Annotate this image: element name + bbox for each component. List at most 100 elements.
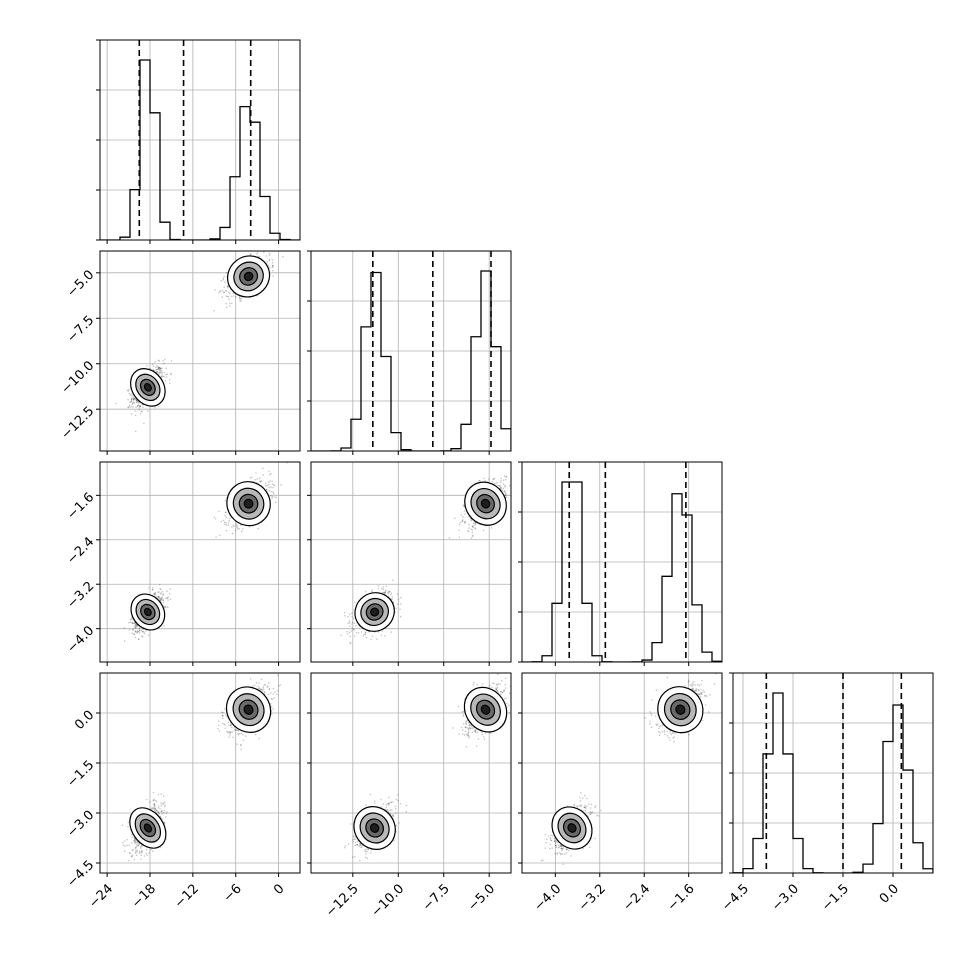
scatter-point (134, 847, 137, 849)
scatter-point (170, 372, 173, 375)
scatter-point (503, 475, 506, 477)
scatter-point (124, 840, 126, 842)
scatter-point (264, 482, 267, 485)
scatter-point (227, 522, 230, 524)
scatter-point (142, 630, 144, 633)
scatter-point (464, 520, 467, 523)
scatter-point (128, 852, 131, 854)
scatter-point (230, 295, 233, 298)
scatter-point (265, 488, 268, 491)
scatter-point (131, 833, 133, 836)
scatter-point (468, 523, 470, 526)
scatter-point (399, 615, 402, 618)
scatter-point (238, 297, 241, 299)
scatter-point (162, 599, 165, 601)
density-contour (370, 607, 380, 617)
scatter-point (348, 620, 351, 622)
scatter-point (271, 266, 274, 269)
scatter-point (145, 852, 148, 855)
scatter-point (484, 479, 486, 482)
scatter-point (130, 405, 133, 408)
scatter-point (391, 596, 394, 598)
scatter-point (464, 521, 466, 523)
scatter-point (396, 593, 399, 595)
scatter-point (160, 372, 162, 374)
scatter-point (161, 373, 163, 375)
scatter-point (220, 520, 223, 523)
scatter-point (130, 393, 132, 395)
scatter-point (241, 530, 243, 533)
scatter-point (156, 371, 158, 374)
panel-p3-vs-p2 (307, 461, 512, 666)
scatter-point (224, 499, 227, 502)
scatter-point (236, 525, 238, 528)
scatter-point (350, 642, 352, 645)
scatter-point (280, 484, 282, 486)
scatter-point (260, 480, 263, 482)
scatter-point (135, 399, 138, 402)
scatter-point (138, 405, 141, 408)
scatter-point (132, 402, 134, 405)
scatter-point (504, 478, 507, 481)
scatter-point (134, 398, 137, 400)
scatter-point (167, 606, 169, 608)
scatter-point (226, 295, 229, 298)
scatter-point (132, 406, 134, 408)
scatter-point (235, 524, 238, 526)
scatter-point (157, 596, 160, 599)
scatter-point (239, 297, 241, 300)
scatter-point (474, 527, 476, 529)
scatter-point (135, 631, 137, 633)
scatter-point (128, 621, 130, 624)
scatter-point (266, 484, 268, 487)
scatter-point (365, 632, 367, 634)
scatter-point (134, 852, 137, 854)
scatter-point (134, 626, 137, 629)
scatter-point (164, 605, 166, 608)
scatter-point (475, 522, 477, 525)
scatter-point (355, 631, 358, 634)
scatter-point (219, 290, 221, 292)
scatter-point (262, 467, 264, 470)
scatter-point (140, 410, 143, 413)
scatter-point (170, 360, 173, 362)
scatter-point (472, 534, 474, 536)
scatter-point (478, 479, 481, 482)
scatter-point (141, 404, 144, 406)
scatter-point (135, 406, 137, 408)
scatter-point (156, 365, 158, 367)
scatter-point (154, 799, 157, 802)
scatter-point (223, 286, 226, 288)
scatter-point (162, 601, 165, 603)
scatter-point (399, 603, 402, 605)
scatter-point (162, 593, 165, 595)
scatter-point (159, 367, 162, 370)
scatter-point (389, 590, 391, 593)
scatter-point (256, 251, 259, 254)
scatter-point (472, 526, 474, 529)
scatter-point (152, 799, 155, 802)
scatter-point (225, 295, 227, 297)
scatter-point (163, 625, 165, 627)
scatter-point (273, 484, 276, 487)
scatter-point (134, 849, 137, 852)
scatter-point (498, 484, 501, 487)
scatter-point (346, 630, 348, 633)
scatter-point (213, 516, 215, 518)
scatter-point (365, 636, 368, 639)
scatter-point (156, 810, 159, 813)
scatter-point (227, 524, 230, 527)
scatter-point (228, 517, 231, 520)
scatter-point (384, 592, 386, 594)
scatter-point (133, 626, 135, 628)
panel-p2-vs-p2 (307, 250, 512, 455)
scatter-point (133, 840, 136, 842)
scatter-point (158, 366, 160, 369)
scatter-point (166, 590, 168, 592)
scatter-point (138, 850, 141, 852)
scatter-point (138, 409, 140, 411)
scatter-point (229, 292, 231, 295)
scatter-point (274, 496, 276, 498)
scatter-point (363, 633, 366, 636)
scatter-point (397, 603, 399, 605)
